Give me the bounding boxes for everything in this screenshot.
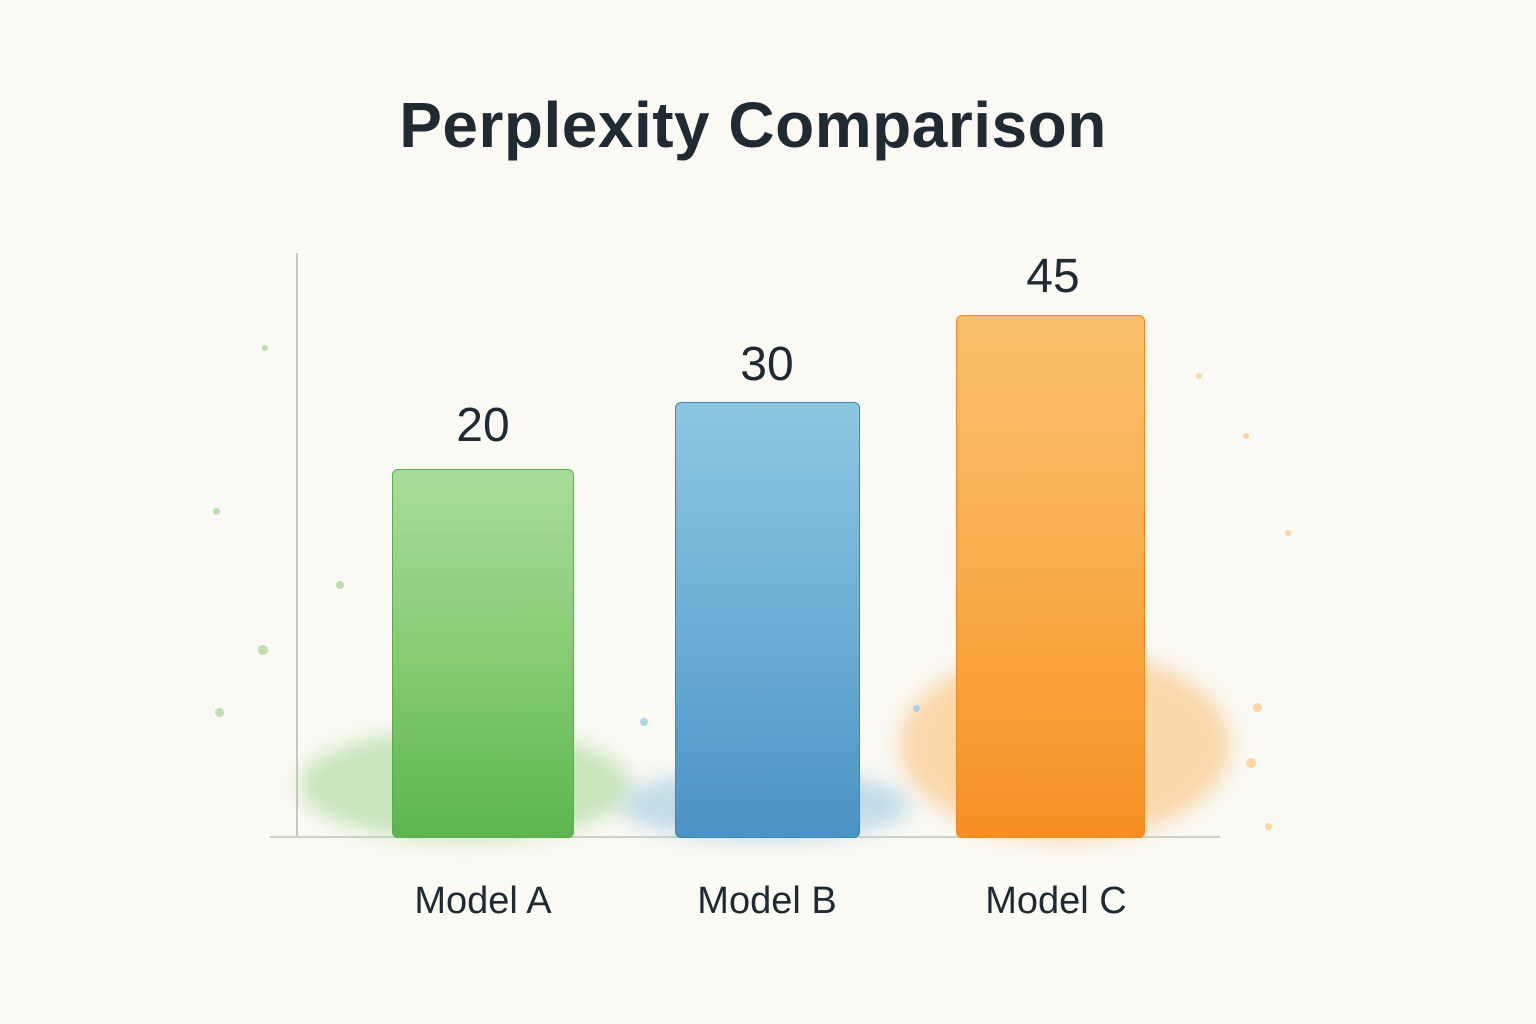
bar-model-c [956,315,1145,838]
splatter-dot [213,508,220,515]
value-label-model-b: 30 [740,338,794,391]
splatter-dot [215,708,224,717]
y-axis [296,253,298,838]
value-label-model-a: 20 [456,399,510,452]
splatter-dot [913,705,920,712]
chart-title: Perplexity Comparison [399,89,1107,161]
splatter-dot [1243,433,1249,439]
bar-model-b [675,402,860,838]
value-label-model-c: 45 [1026,250,1080,303]
x-label-model-a: Model A [414,880,552,922]
splatter-dot [336,581,344,589]
splatter-dot [1285,530,1291,536]
splatter-dot [258,645,268,655]
x-label-model-c: Model C [985,880,1127,922]
splatter-dot [1246,758,1256,768]
x-label-model-b: Model B [697,880,837,922]
splatter-dot [1196,373,1202,379]
bar-model-a [392,469,574,838]
splatter-dot [640,718,648,726]
splatter-dot [1265,823,1272,830]
splatter-dot [262,345,268,351]
splatter-dot [1253,703,1262,712]
